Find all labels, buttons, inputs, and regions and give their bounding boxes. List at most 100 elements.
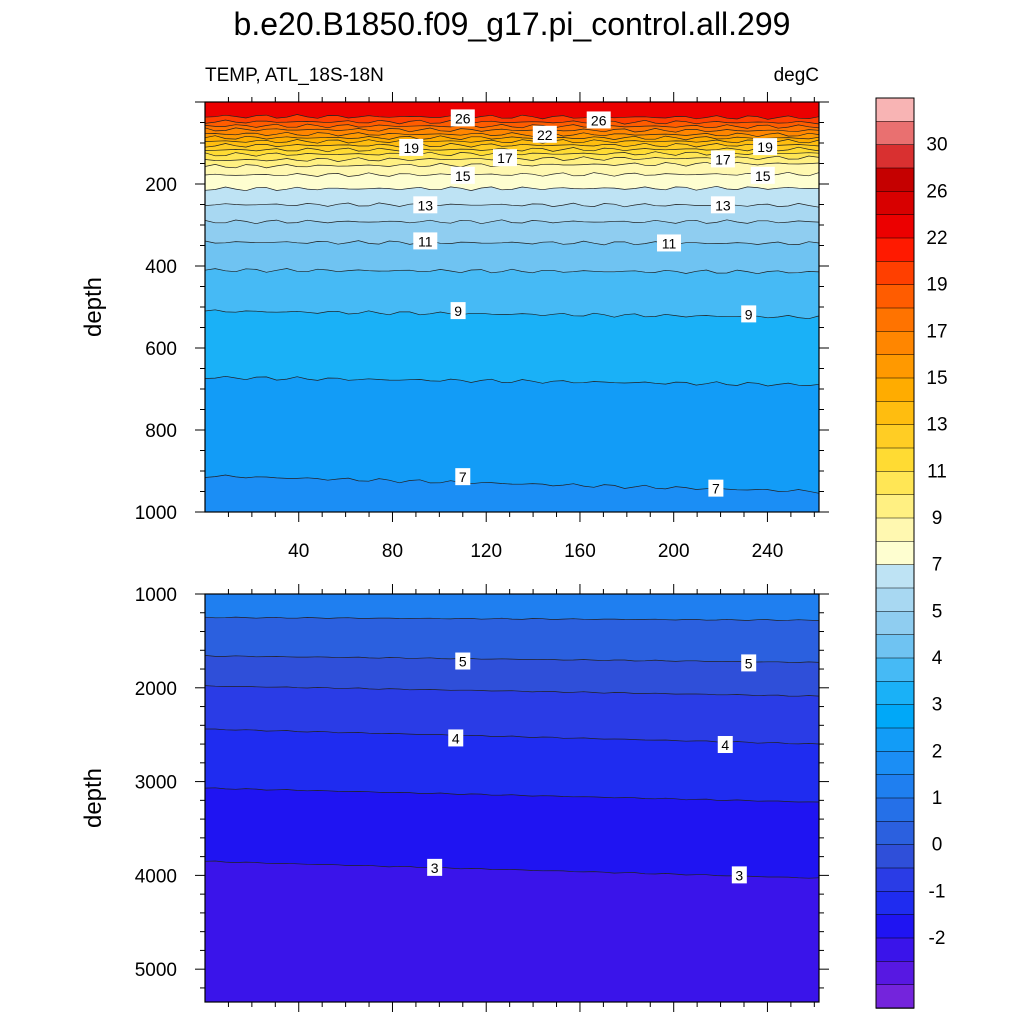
contour-label: 19 xyxy=(399,138,424,156)
colorbar-label: 4 xyxy=(932,648,943,669)
contour-fill-band xyxy=(204,616,820,663)
contour-line-10 xyxy=(204,268,820,275)
colorbar-swatch xyxy=(875,471,915,496)
contour-label: 9 xyxy=(741,305,757,323)
colorbar-swatch xyxy=(875,261,915,286)
contour-line-24 xyxy=(204,127,820,133)
colorbar-label: 11 xyxy=(927,461,947,482)
contour-line-6 xyxy=(204,616,820,621)
contour-label: 26 xyxy=(450,109,475,127)
colorbar-swatch xyxy=(875,214,915,239)
colorbar-swatch xyxy=(875,377,915,403)
colorbar-swatch xyxy=(875,424,915,449)
colorbar-label: 5 xyxy=(932,601,943,622)
svg-text:3: 3 xyxy=(735,867,743,883)
colorbar-label: -1 xyxy=(929,881,946,902)
colorbar-swatch xyxy=(875,891,915,916)
x-tick-label: 40 xyxy=(288,541,309,562)
y-tick-label: 400 xyxy=(145,257,177,278)
colorbar-swatch xyxy=(875,144,915,169)
colorbar-swatch xyxy=(875,681,915,706)
colorbar-swatch xyxy=(875,541,915,566)
contour-line-3-5 xyxy=(204,787,820,803)
contour-line-5 xyxy=(204,655,820,663)
contour-fill-band xyxy=(204,219,820,246)
svg-text:3: 3 xyxy=(431,860,439,876)
contour-label: 19 xyxy=(753,138,778,156)
colorbar-swatch xyxy=(875,657,915,683)
figure-title: b.e20.B1850.f09_g17.pi_control.all.299 xyxy=(234,6,791,42)
contour-line-20 xyxy=(204,142,820,148)
svg-text:15: 15 xyxy=(755,168,771,184)
x-tick-label: 200 xyxy=(658,541,690,562)
colorbar-swatch xyxy=(875,237,915,263)
colorbar-label: 15 xyxy=(926,368,947,389)
svg-text:26: 26 xyxy=(455,110,471,126)
contour-label: 11 xyxy=(657,234,682,252)
contour-line-4-5 xyxy=(204,685,820,697)
contour-line-4 xyxy=(205,728,820,745)
x-tick-label: 120 xyxy=(470,541,502,562)
contour-line-14 xyxy=(204,185,820,192)
colorbar-label: 30 xyxy=(926,135,947,156)
colorbar-swatch xyxy=(875,447,915,473)
colorbar-swatch xyxy=(875,401,915,426)
x-tick-label: 160 xyxy=(564,541,596,562)
contour-label: 5 xyxy=(455,652,471,670)
colorbar-swatch xyxy=(875,354,915,379)
y-tick-label: 200 xyxy=(145,175,177,196)
colorbar-label: 22 xyxy=(926,228,947,249)
y-tick-label: 600 xyxy=(145,339,177,360)
svg-text:13: 13 xyxy=(715,197,731,213)
colorbar-swatch xyxy=(875,937,915,963)
colorbar-swatch xyxy=(875,914,915,939)
colorbar-label: 17 xyxy=(926,321,947,342)
contour-label: 17 xyxy=(710,150,735,168)
colorbar-swatch xyxy=(875,284,915,309)
colorbar-swatch xyxy=(875,821,915,846)
svg-text:9: 9 xyxy=(454,303,462,319)
svg-text:11: 11 xyxy=(418,233,433,249)
contour-label: 15 xyxy=(750,166,775,184)
contour-label: 13 xyxy=(413,196,438,214)
colorbar-swatch xyxy=(875,587,915,613)
colorbar-label: 26 xyxy=(926,181,947,202)
colorbar-swatch xyxy=(875,634,915,659)
colorbar-swatch xyxy=(875,844,915,869)
colorbar-swatch xyxy=(875,961,915,986)
svg-text:5: 5 xyxy=(745,655,753,671)
colorbar-label: 7 xyxy=(932,555,943,576)
colorbar-swatch xyxy=(875,774,915,799)
x-tick-label: 80 xyxy=(382,541,403,562)
contour-label: 4 xyxy=(717,736,733,754)
contour-label: 4 xyxy=(448,729,464,747)
contour-label: 26 xyxy=(586,111,611,129)
lower-contour-panel: 1000 2000 3000 4000 5000 depth 5 5 4 4 3 3 xyxy=(80,584,829,1012)
colorbar-swatch xyxy=(875,867,915,893)
svg-text:19: 19 xyxy=(403,140,419,156)
x-tick-label: 240 xyxy=(752,541,784,562)
contour-label: 7 xyxy=(455,468,471,486)
colorbar-label: 0 xyxy=(932,835,943,856)
contour-line-27 xyxy=(204,114,820,120)
colorbar-label: 9 xyxy=(932,508,943,529)
svg-text:26: 26 xyxy=(591,112,607,128)
svg-text:9: 9 xyxy=(745,306,753,322)
svg-text:7: 7 xyxy=(459,469,467,485)
colorbar-label: 13 xyxy=(926,415,947,436)
svg-text:17: 17 xyxy=(715,151,731,167)
colorbar-swatch xyxy=(875,191,915,216)
svg-text:4: 4 xyxy=(452,730,460,746)
colorbar-swatch xyxy=(875,167,915,193)
contour-fill-band xyxy=(204,375,820,494)
colorbar-swatch xyxy=(875,97,915,123)
colorbar-label: -2 xyxy=(929,928,946,949)
svg-text:22: 22 xyxy=(537,127,553,143)
svg-text:19: 19 xyxy=(757,139,773,155)
y-tick-label: 2000 xyxy=(135,679,177,700)
y-tick-label: 4000 xyxy=(135,866,177,887)
colorbar-swatch xyxy=(875,797,915,823)
units-label: degC xyxy=(774,65,819,86)
y-axis-title: depth xyxy=(80,277,107,337)
